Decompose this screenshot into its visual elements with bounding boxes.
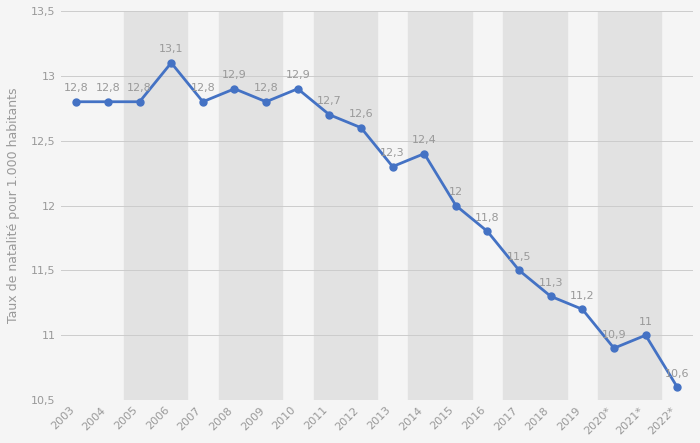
Text: 12,8: 12,8 bbox=[253, 83, 279, 93]
Y-axis label: Taux de natalité pour 1.000 habitants: Taux de natalité pour 1.000 habitants bbox=[7, 88, 20, 323]
Text: 12: 12 bbox=[449, 187, 463, 197]
Bar bbox=[503, 11, 566, 400]
Bar bbox=[124, 11, 187, 400]
Text: 12,8: 12,8 bbox=[127, 83, 152, 93]
Text: 11,5: 11,5 bbox=[507, 252, 531, 262]
Text: 12,6: 12,6 bbox=[349, 109, 373, 119]
Text: 13,1: 13,1 bbox=[159, 44, 183, 54]
Text: 11,2: 11,2 bbox=[570, 291, 595, 301]
Text: 12,8: 12,8 bbox=[96, 83, 120, 93]
Text: 11: 11 bbox=[638, 317, 652, 327]
Text: 12,8: 12,8 bbox=[190, 83, 215, 93]
Bar bbox=[314, 11, 377, 400]
Text: 10,6: 10,6 bbox=[665, 369, 690, 379]
Text: 12,3: 12,3 bbox=[380, 148, 405, 158]
Text: 12,4: 12,4 bbox=[412, 135, 437, 145]
Text: 10,9: 10,9 bbox=[602, 330, 626, 340]
Text: 12,9: 12,9 bbox=[286, 70, 310, 81]
Bar bbox=[408, 11, 472, 400]
Text: 12,9: 12,9 bbox=[222, 70, 247, 81]
Text: 11,8: 11,8 bbox=[475, 213, 500, 223]
Text: 12,7: 12,7 bbox=[317, 97, 342, 106]
Text: 12,8: 12,8 bbox=[64, 83, 89, 93]
Bar bbox=[218, 11, 282, 400]
Bar bbox=[598, 11, 662, 400]
Text: 11,3: 11,3 bbox=[538, 278, 563, 288]
